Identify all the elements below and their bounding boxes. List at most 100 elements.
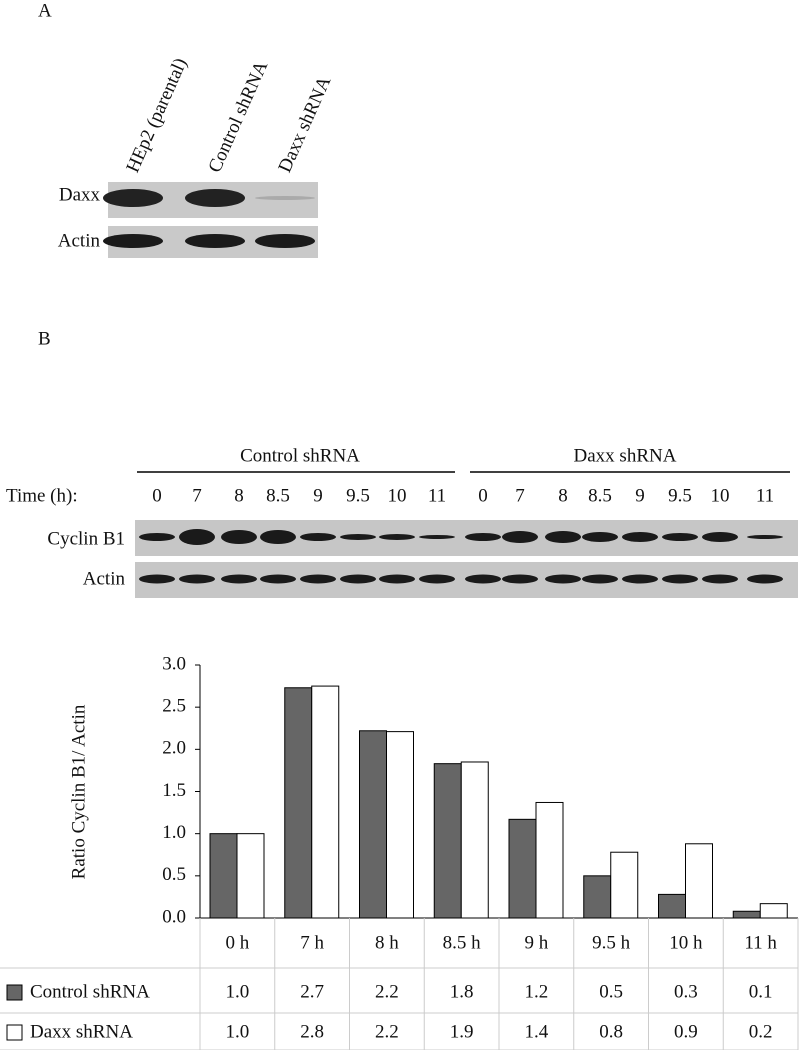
lane-label: Daxx shRNA xyxy=(274,73,335,176)
lane-label: Control shRNA xyxy=(204,58,272,176)
time-label: Time (h): xyxy=(6,485,78,506)
band xyxy=(465,533,501,541)
band xyxy=(179,529,215,545)
time-tick: 11 xyxy=(428,485,446,506)
legend-swatch xyxy=(6,984,23,1001)
value-label: 2.2 xyxy=(375,1021,399,1042)
legend-label: Control shRNA xyxy=(30,981,150,1002)
y-tick-label: 0.0 xyxy=(162,906,186,927)
row-label: Actin xyxy=(83,568,126,589)
panel-label: B xyxy=(38,328,51,349)
value-label: 1.9 xyxy=(450,1021,474,1042)
bar xyxy=(535,801,564,919)
bar xyxy=(759,903,788,919)
y-tick-label: 3.0 xyxy=(162,653,186,674)
band xyxy=(379,534,415,540)
group-label: Daxx shRNA xyxy=(574,445,677,466)
bar xyxy=(685,843,713,919)
bar xyxy=(732,910,761,919)
band xyxy=(221,530,257,544)
bar xyxy=(460,761,489,919)
band xyxy=(221,574,257,584)
time-tick: 11 xyxy=(756,485,774,506)
band xyxy=(702,574,738,584)
bar xyxy=(508,818,537,919)
bar xyxy=(433,763,462,919)
row-label: Daxx xyxy=(59,184,101,205)
x-tick-label: 8 h xyxy=(375,932,399,953)
time-tick: 7 xyxy=(192,485,202,506)
x-tick-label: 9 h xyxy=(525,932,549,953)
bar xyxy=(583,875,612,919)
value-label: 1.8 xyxy=(450,981,474,1002)
band xyxy=(179,574,215,584)
legend-swatch xyxy=(6,1024,23,1041)
row-label: Cyclin B1 xyxy=(47,528,125,549)
bar xyxy=(236,833,265,919)
time-tick: 9.5 xyxy=(346,485,370,506)
band xyxy=(255,234,315,248)
value-label: 1.0 xyxy=(226,1021,250,1042)
band xyxy=(502,574,538,584)
time-tick: 8.5 xyxy=(588,485,612,506)
value-label: 2.7 xyxy=(300,981,324,1002)
band xyxy=(103,234,163,248)
band xyxy=(260,530,296,544)
band xyxy=(185,189,245,207)
group-label: Control shRNA xyxy=(240,445,360,466)
value-label: 2.2 xyxy=(375,981,399,1002)
x-tick-label: 8.5 h xyxy=(443,932,482,953)
band xyxy=(255,196,315,200)
value-label: 0.3 xyxy=(674,981,698,1002)
row-label: Actin xyxy=(58,230,101,251)
y-axis-label: Ratio Cyclin B1/ Actin xyxy=(68,704,89,879)
value-label: 2.8 xyxy=(300,1021,324,1042)
bar xyxy=(610,851,639,919)
bar xyxy=(311,685,340,919)
band xyxy=(702,532,738,542)
time-tick: 8 xyxy=(234,485,244,506)
time-tick: 7 xyxy=(515,485,525,506)
band xyxy=(103,189,163,207)
lane-label: HEp2 (parental) xyxy=(122,55,191,176)
y-tick-label: 0.5 xyxy=(162,864,186,885)
time-tick: 8.5 xyxy=(266,485,290,506)
x-tick-label: 9.5 h xyxy=(592,932,631,953)
band xyxy=(340,574,376,584)
band xyxy=(139,574,175,584)
band xyxy=(662,574,698,584)
band xyxy=(465,574,501,584)
band xyxy=(139,533,175,541)
time-tick: 8 xyxy=(558,485,568,506)
bar xyxy=(386,731,414,919)
band xyxy=(502,531,538,543)
band xyxy=(747,535,783,539)
y-tick-label: 2.0 xyxy=(162,738,186,759)
x-tick-label: 10 h xyxy=(669,932,703,953)
band xyxy=(582,532,618,542)
value-label: 1.0 xyxy=(226,981,250,1002)
band xyxy=(747,574,783,584)
band xyxy=(582,574,618,584)
band xyxy=(545,574,581,584)
value-label: 0.9 xyxy=(674,1021,698,1042)
value-label: 0.5 xyxy=(599,981,623,1002)
time-tick: 9.5 xyxy=(668,485,692,506)
value-label: 1.2 xyxy=(525,981,549,1002)
value-label: 0.8 xyxy=(599,1021,623,1042)
legend-label: Daxx shRNA xyxy=(30,1021,133,1042)
band xyxy=(622,532,658,542)
x-tick-label: 11 h xyxy=(744,932,777,953)
y-tick-label: 1.5 xyxy=(162,780,186,801)
x-tick-label: 0 h xyxy=(226,932,250,953)
time-tick: 0 xyxy=(478,485,488,506)
panel-label: A xyxy=(38,0,52,21)
band xyxy=(260,574,296,584)
x-tick-label: 7 h xyxy=(300,932,324,953)
band xyxy=(379,574,415,584)
bar xyxy=(359,730,387,919)
bar xyxy=(284,687,313,919)
band xyxy=(340,534,376,540)
value-label: 1.4 xyxy=(525,1021,549,1042)
